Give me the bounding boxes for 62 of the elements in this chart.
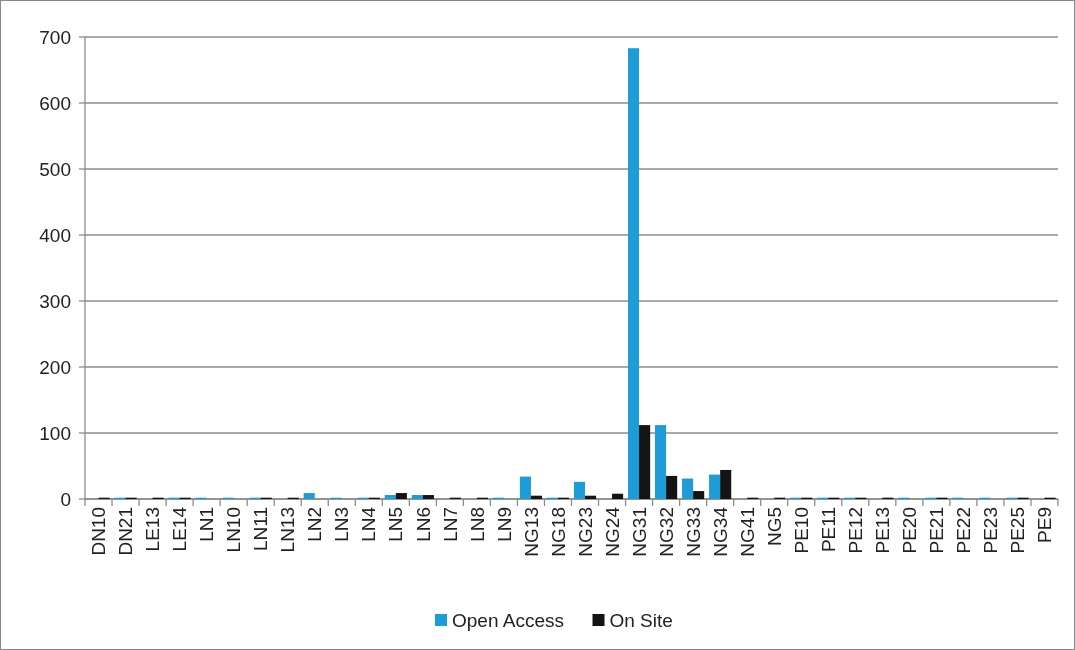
bar <box>422 495 434 499</box>
y-tick-label: 400 <box>39 224 71 246</box>
x-tick-label: PE21 <box>926 507 948 554</box>
x-tick-label: LN8 <box>466 507 488 542</box>
x-tick-label: LN11 <box>250 507 272 552</box>
bar <box>384 495 396 499</box>
x-tick-label: LN4 <box>358 506 380 542</box>
x-tick-label: PE13 <box>871 507 893 554</box>
bar <box>303 493 315 499</box>
x-tick-label: DN10 <box>88 507 110 556</box>
y-tick-label: 200 <box>39 356 71 378</box>
x-tick-label: PE25 <box>1007 507 1029 554</box>
x-tick-label: PE20 <box>899 507 920 554</box>
x-tick-label: LN5 <box>385 507 407 542</box>
x-tick-label: LN9 <box>493 507 515 542</box>
y-tick-label: 500 <box>39 158 71 180</box>
x-tick-label: NG34 <box>709 506 731 557</box>
x-tick-label: LE13 <box>142 507 164 552</box>
bar <box>682 478 694 499</box>
x-tick-label: PE23 <box>980 507 1002 554</box>
bar <box>709 474 721 499</box>
x-tick-label: LE14 <box>169 506 191 552</box>
legend-label: On Site <box>609 609 673 631</box>
x-tick-label: NG5 <box>763 507 785 547</box>
x-tick-label: LN6 <box>412 507 434 542</box>
bar <box>395 493 407 499</box>
x-tick-label: NG33 <box>682 507 704 557</box>
x-tick-label: PE10 <box>790 507 812 554</box>
bar <box>693 491 705 499</box>
y-tick-label: 600 <box>39 92 71 114</box>
y-tick-label: 0 <box>60 488 71 510</box>
bar <box>655 425 667 499</box>
bar <box>612 493 624 499</box>
bar <box>639 425 651 499</box>
x-tick-label: LN3 <box>331 507 353 542</box>
bar <box>573 481 586 499</box>
y-tick-label: 700 <box>39 26 71 48</box>
x-tick-label: PE9 <box>1034 507 1056 543</box>
bar <box>411 495 423 499</box>
x-tick-label: LN7 <box>439 507 461 542</box>
x-tick-label: DN21 <box>115 507 137 556</box>
x-tick-label: PE12 <box>844 507 866 554</box>
legend-label: Open Access <box>452 609 564 631</box>
x-tick-label: LN10 <box>223 507 245 553</box>
x-tick-label: NG18 <box>547 507 569 557</box>
y-tick-label: 300 <box>39 290 71 312</box>
bar <box>720 469 732 499</box>
x-tick-label: NG31 <box>628 507 650 557</box>
x-tick-label: NG24 <box>601 506 623 557</box>
x-tick-label: LN2 <box>304 507 326 542</box>
bar <box>519 476 531 499</box>
y-tick-label: 100 <box>39 422 71 444</box>
x-tick-label: PE22 <box>953 507 975 554</box>
x-tick-label: LN13 <box>277 507 299 553</box>
x-tick-label: NG13 <box>520 507 542 557</box>
x-tick-label: PE11 <box>817 507 839 553</box>
x-tick-label: LN1 <box>196 507 218 542</box>
x-tick-label: NG32 <box>655 507 677 557</box>
x-tick-label: NG23 <box>574 507 596 557</box>
bar <box>666 475 678 499</box>
bar <box>627 48 640 499</box>
x-tick-label: NG41 <box>736 507 758 557</box>
